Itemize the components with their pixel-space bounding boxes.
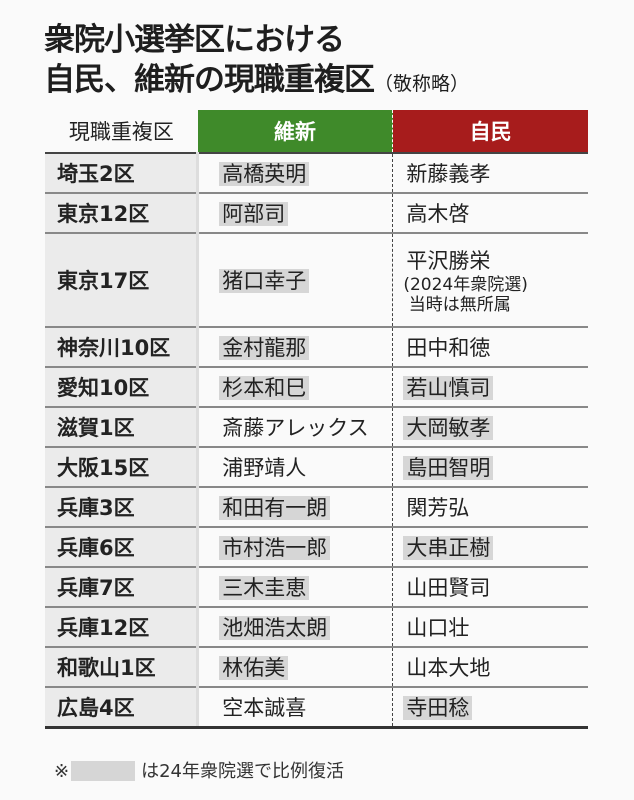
jimin-cell: 寺田稔 [392,686,588,729]
jimin-cell: 大串正樹 [392,526,588,567]
district-cell: 兵庫12区 [45,606,200,647]
ishin-cell: 三木圭恵 [197,566,394,607]
jimin-name: 山口壮 [406,616,470,640]
table-row: 東京12区 阿部司 高木啓 [45,192,588,233]
jimin-name: 大串正樹 [403,536,494,560]
ishin-name: 斎藤アレックス [222,416,369,440]
ishin-cell: 斎藤アレックス [197,406,394,447]
district-cell: 広島4区 [45,686,200,729]
jimin-cell: 高木啓 [392,192,588,233]
ishin-name: 金村龍那 [219,336,310,360]
jimin-cell: 山田賢司 [392,566,588,607]
ishin-cell: 池畑浩太朗 [197,606,394,647]
table-row: 愛知10区 杉本和巳 若山慎司 [45,366,588,407]
ishin-cell: 阿部司 [197,192,394,233]
table-row: 兵庫3区 和田有一朗 関芳弘 [45,486,588,527]
table-row: 兵庫7区 三木圭恵 山田賢司 [45,566,588,607]
jimin-name: 若山慎司 [403,376,494,400]
district-cell: 東京12区 [45,192,200,233]
page-title: 衆院小選挙区における 自民、維新の現職重複区（敬称略） [44,20,469,104]
title-line-2-text: 自民、維新の現職重複区 [44,62,375,98]
title-line-2: 自民、維新の現職重複区（敬称略） [44,60,469,104]
jimin-note-line-1: 2024年衆院選 [409,275,522,295]
table-row: 滋賀1区 斎藤アレックス 大岡敏孝 [45,406,588,447]
jimin-name: 寺田稔 [403,696,473,720]
jimin-name: 大岡敏孝 [403,416,494,440]
highlight-swatch [71,761,136,781]
jimin-name: 関芳弘 [406,496,470,520]
ishin-name: 林佑美 [219,656,289,680]
district-cell: 兵庫3区 [45,486,200,527]
district-cell: 東京17区 [45,232,200,327]
footnote: ※ は24年衆院選で比例復活 [54,757,344,783]
district-cell: 大阪15区 [45,446,200,487]
ishin-name: 杉本和巳 [219,376,310,400]
jimin-cell: 若山慎司 [392,366,588,407]
district-cell: 埼玉2区 [45,152,200,193]
table-row: 兵庫12区 池畑浩太朗 山口壮 [45,606,588,647]
jimin-cell: 新藤義孝 [392,152,588,193]
jimin-cell: 平沢勝栄 (2024年衆院選) 当時は無所属 [392,232,588,327]
district-cell: 和歌山1区 [45,646,200,687]
jimin-cell: 関芳弘 [392,486,588,527]
ishin-cell: 浦野靖人 [197,446,394,487]
table-row: 埼玉2区 高橋英明 新藤義孝 [45,152,588,193]
jimin-cell: 山口壮 [392,606,588,647]
table-row: 広島4区 空本誠喜 寺田稔 [45,686,588,729]
district-cell: 神奈川10区 [45,326,200,367]
ishin-name: 高橋英明 [219,162,310,186]
jimin-name: 山田賢司 [406,576,491,600]
jimin-name: 平沢勝栄 [406,249,491,273]
footnote-text: は24年衆院選で比例復活 [141,761,344,782]
ishin-cell: 市村浩一郎 [197,526,394,567]
ishin-cell: 空本誠喜 [197,686,394,729]
table-row: 神奈川10区 金村龍那 田中和徳 [45,326,588,367]
ishin-name: 和田有一朗 [219,496,331,520]
title-line-1: 衆院小選挙区における [44,22,345,58]
ishin-cell: 高橋英明 [197,152,394,193]
district-cell: 兵庫7区 [45,566,200,607]
ishin-name: 市村浩一郎 [219,536,331,560]
jimin-name: 高木啓 [406,202,470,226]
ishin-cell: 猪口幸子 [197,232,394,327]
ishin-cell: 林佑美 [197,646,394,687]
ishin-name: 空本誠喜 [222,696,307,720]
table-row: 兵庫6区 市村浩一郎 大串正樹 [45,526,588,567]
ishin-cell: 和田有一朗 [197,486,394,527]
jimin-note: (2024年衆院選) 当時は無所属 [403,275,528,315]
header-district: 現職重複区 [68,120,174,144]
ishin-name: 池畑浩太朗 [219,616,331,640]
jimin-cell: 大岡敏孝 [392,406,588,447]
ishin-name: 三木圭恵 [219,576,310,600]
header-ishin: 維新 [197,110,394,153]
district-table: 現職重複区 維新 自民 埼玉2区 高橋英明 新藤義孝東京12区 阿部司 高木啓東京17区… [45,110,588,729]
ishin-name: 阿部司 [219,202,289,226]
jimin-cell: 田中和徳 [392,326,588,367]
ishin-cell: 杉本和巳 [197,366,394,407]
ishin-name: 浦野靖人 [222,456,307,480]
jimin-cell: 山本大地 [392,646,588,687]
district-cell: 愛知10区 [45,366,200,407]
jimin-cell: 島田智明 [392,446,588,487]
header-jimin: 自民 [392,110,588,153]
table-row: 東京17区 猪口幸子 平沢勝栄 (2024年衆院選) 当時は無所属 [45,232,588,327]
table-row: 大阪15区 浦野靖人 島田智明 [45,446,588,487]
table-header: 現職重複区 維新 自民 [45,110,588,153]
district-cell: 滋賀1区 [45,406,200,447]
district-cell: 兵庫6区 [45,526,200,567]
jimin-note-line-2: 当時は無所属 [408,295,511,315]
jimin-name: 田中和徳 [406,336,491,360]
jimin-name: 島田智明 [403,456,494,480]
footnote-mark: ※ [54,761,70,782]
table-row: 和歌山1区 林佑美 山本大地 [45,646,588,687]
jimin-name: 山本大地 [406,656,491,680]
ishin-name: 猪口幸子 [219,269,310,293]
ishin-cell: 金村龍那 [197,326,394,367]
jimin-name: 新藤義孝 [406,162,491,186]
title-note: （敬称略） [374,73,470,95]
